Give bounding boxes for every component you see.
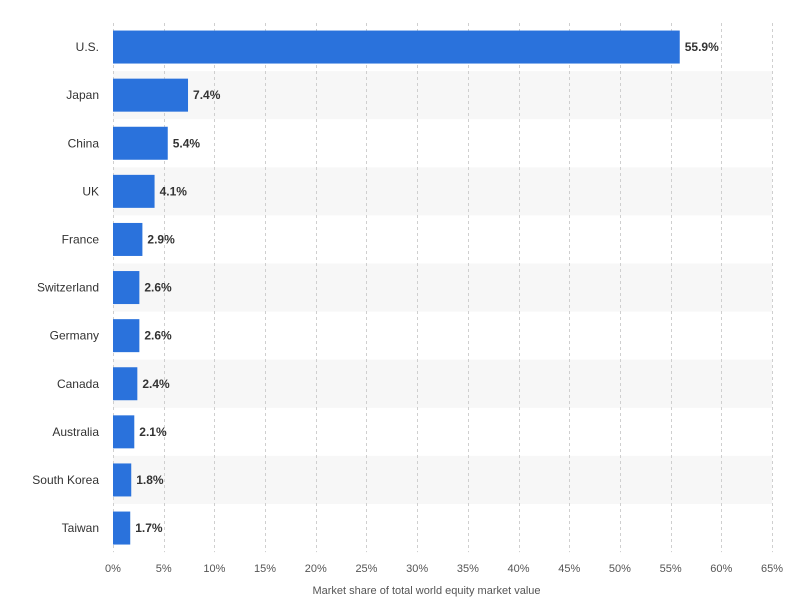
- x-tick-label: 50%: [609, 563, 631, 575]
- value-labels: 55.9% 7.4% 5.4% 4.1% 2.9% 2.6% 2.6% 2.4% 2.1% 1.8…: [135, 40, 719, 535]
- x-tick-label: 5%: [156, 563, 172, 575]
- row-band: [113, 71, 772, 120]
- x-tick-label: 40%: [508, 563, 530, 575]
- category-label: UK: [82, 184, 99, 198]
- value-label: 1.8%: [136, 473, 164, 487]
- value-label: 2.6%: [144, 281, 172, 295]
- bar[interactable]: [113, 78, 189, 112]
- category-label: Switzerland: [37, 281, 99, 295]
- category-labels: U.S. Japan China UK France Switzerland Germany…: [32, 40, 99, 535]
- value-label: 7.4%: [193, 88, 221, 102]
- x-tick-label: 30%: [406, 563, 428, 575]
- bar[interactable]: [113, 319, 140, 353]
- bar[interactable]: [113, 415, 135, 449]
- category-label: Germany: [50, 329, 99, 343]
- row-band: [113, 167, 772, 216]
- x-tick-label: 15%: [254, 563, 276, 575]
- x-tick-label: 25%: [355, 563, 377, 575]
- row-band: [113, 359, 772, 408]
- bar[interactable]: [113, 463, 132, 497]
- bar[interactable]: [113, 511, 131, 545]
- value-label: 5.4%: [173, 136, 201, 150]
- value-label: 2.1%: [139, 425, 167, 439]
- bars: [113, 30, 680, 545]
- x-axis-title: Market share of total world equity marke…: [312, 585, 540, 597]
- x-tick-label: 35%: [457, 563, 479, 575]
- category-label: Japan: [66, 88, 99, 102]
- value-label: 55.9%: [685, 40, 719, 54]
- value-label: 4.1%: [160, 184, 188, 198]
- x-tick-label: 10%: [203, 563, 225, 575]
- category-label: U.S.: [76, 40, 99, 54]
- x-tick-label: 20%: [305, 563, 327, 575]
- x-axis-tick-labels: 0% 5% 10% 15% 20% 25% 30% 35% 40% 45% 50% 55% 60% 65%: [105, 563, 783, 575]
- category-label: South Korea: [32, 473, 99, 487]
- value-label: 2.4%: [142, 377, 170, 391]
- bar[interactable]: [113, 174, 155, 208]
- row-band: [113, 263, 772, 312]
- bar[interactable]: [113, 126, 168, 160]
- category-label: France: [62, 232, 100, 246]
- category-label: Australia: [52, 425, 99, 439]
- x-tick-label: 45%: [558, 563, 580, 575]
- bar[interactable]: [113, 367, 138, 401]
- value-label: 2.6%: [144, 329, 172, 343]
- bar[interactable]: [113, 271, 140, 305]
- value-label: 2.9%: [147, 232, 175, 246]
- bar[interactable]: [113, 30, 680, 64]
- category-label: Canada: [57, 377, 99, 391]
- bar[interactable]: [113, 222, 143, 256]
- x-tick-label: 0%: [105, 563, 121, 575]
- x-tick-label: 65%: [761, 563, 783, 575]
- category-label: China: [68, 136, 100, 150]
- value-label: 1.7%: [135, 521, 163, 535]
- x-tick-label: 60%: [710, 563, 732, 575]
- row-band: [113, 455, 772, 504]
- category-label: Taiwan: [62, 521, 99, 535]
- x-tick-label: 55%: [660, 563, 682, 575]
- row-bands: [113, 71, 772, 504]
